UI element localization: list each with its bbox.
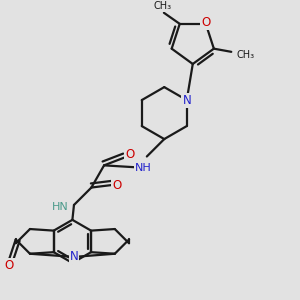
- Text: HN: HN: [52, 202, 68, 212]
- Text: CH₃: CH₃: [153, 1, 171, 11]
- Text: O: O: [4, 259, 14, 272]
- Text: O: O: [125, 148, 134, 161]
- Text: NH: NH: [135, 163, 152, 172]
- Text: CH₃: CH₃: [236, 50, 254, 60]
- Text: O: O: [201, 16, 210, 29]
- Text: N: N: [182, 94, 191, 106]
- Text: N: N: [70, 250, 78, 263]
- Text: O: O: [112, 178, 122, 191]
